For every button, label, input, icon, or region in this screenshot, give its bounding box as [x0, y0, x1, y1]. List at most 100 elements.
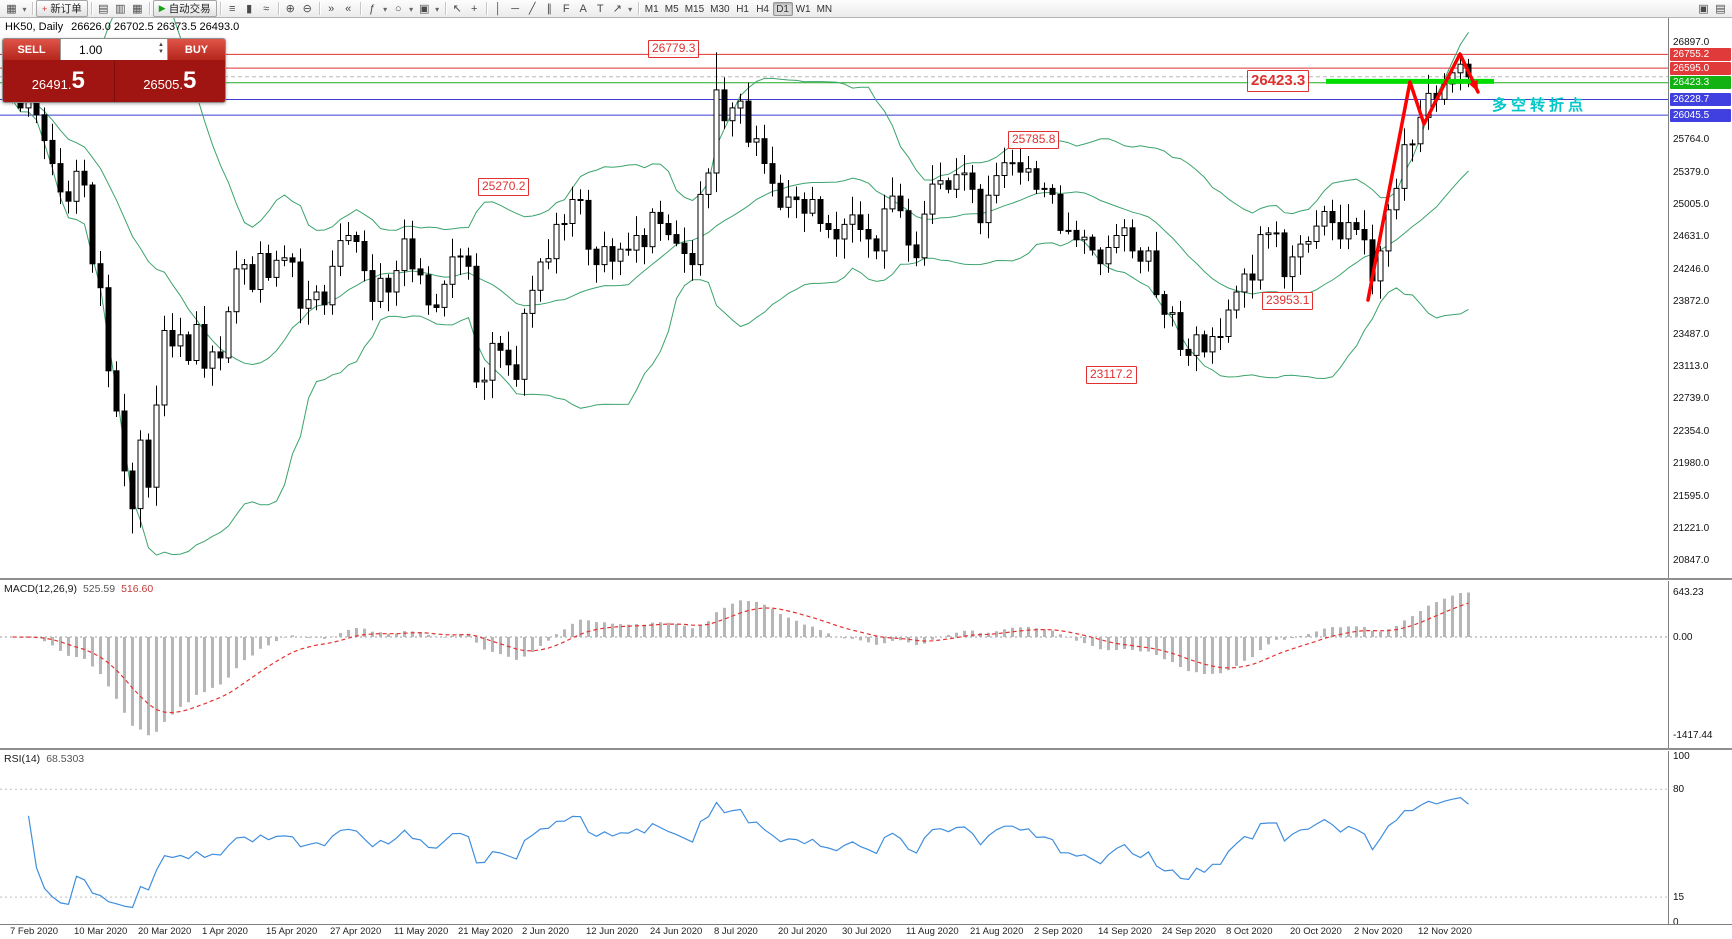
vertical-line-icon[interactable]: │ [494, 3, 502, 15]
crosshair-icon[interactable]: + [470, 3, 478, 15]
templates-icon[interactable]: ▣ [418, 3, 430, 15]
price-tick-label: 23872.0 [1673, 296, 1710, 308]
volume-value: 1.00 [79, 42, 103, 57]
macd-canvas [0, 592, 1668, 736]
indicators-icon[interactable]: ƒ [369, 3, 376, 15]
autotrading-button-label: 自动交易 [168, 3, 211, 15]
objects-dropdown-icon[interactable]: ▾ [628, 5, 633, 14]
fullscreen-icon[interactable]: ▣ [1698, 3, 1709, 15]
panel-separator[interactable] [0, 748, 1732, 751]
timeframe-m5[interactable]: M5 [664, 3, 679, 15]
rsi-line [27, 797, 1469, 909]
auto-scroll-icon[interactable]: » [328, 3, 335, 15]
ask-price[interactable]: 26505. 5 [115, 60, 226, 102]
price-tick-label: 25379.0 [1673, 167, 1710, 179]
trendline-icon[interactable]: ╱ [528, 3, 536, 15]
zoom-out-icon[interactable]: ⊖ [302, 3, 312, 15]
text-label-icon[interactable]: T [596, 3, 604, 15]
chart-shift-icon[interactable]: « [345, 3, 352, 15]
macd-signal-line [12, 602, 1469, 714]
new-order-button[interactable]: + 新订单 [36, 0, 88, 17]
spinner-down-icon[interactable]: ▼ [158, 49, 164, 55]
bar-chart-icon[interactable]: ≡ [228, 3, 236, 15]
price-callout[interactable]: 26423.3 [1247, 70, 1310, 92]
price-tick-label: 20847.0 [1673, 555, 1710, 567]
price-tick-label: 24631.0 [1673, 231, 1710, 243]
rsi-axis-label: 15 [1673, 892, 1685, 904]
bollinger-lower-band [12, 99, 1469, 556]
rsi-name: RSI(14) [4, 753, 41, 765]
toolbar: ▦ ▾ + 新订单 ▤ ▥ ▦ ▶ 自动交易 ≡ ▮ ≈ ⊕ ⊖ » « ƒ ▾ ○ ▾ ▣ ▾ ↖ + │ ─ ╱ ∥ F A T ↗ ▾ M1… [0, 0, 1732, 18]
toolbar-separator [90, 2, 92, 15]
time-tick-label: 20 Oct 2020 [1290, 926, 1342, 937]
price-callout[interactable]: 25270.2 [478, 178, 530, 196]
profiles-icon[interactable]: ▤ [98, 3, 109, 15]
periods-icon[interactable]: ○ [394, 3, 402, 15]
symbol-ohlc: HK50, Daily 26626.0 26702.5 26373.5 26493… [5, 21, 239, 33]
macd-histogram [19, 592, 1470, 736]
price-chart-canvas[interactable] [0, 18, 1668, 578]
line-chart-icon[interactable]: ≈ [263, 3, 270, 15]
turning-point-annotation[interactable]: 多空转折点 [1492, 97, 1588, 114]
toolbar-separator [359, 2, 361, 15]
time-tick-label: 11 May 2020 [394, 926, 449, 937]
time-tick-label: 2 Sep 2020 [1034, 926, 1083, 937]
time-tick-label: 24 Jun 2020 [650, 926, 703, 937]
spinner-up-icon[interactable]: ▲ [158, 42, 164, 48]
fibonacci-icon[interactable]: F [562, 3, 570, 15]
cursor-icon[interactable]: ↖ [452, 3, 462, 15]
price-tag: 26595.0 [1670, 61, 1731, 75]
timeframe-h4[interactable]: H4 [756, 3, 769, 15]
tile-windows-icon[interactable]: ▥ [115, 3, 126, 15]
timeframe-mn[interactable]: MN [816, 3, 833, 15]
price-tick-label: 23113.0 [1673, 361, 1709, 373]
timeframe-m15[interactable]: M15 [684, 3, 705, 15]
price-tag: 26423.3 [1670, 76, 1731, 90]
timeframe-m1[interactable]: M1 [644, 3, 659, 15]
new-chart-dropdown-icon[interactable]: ▾ [22, 5, 27, 14]
periods-dropdown-icon[interactable]: ▾ [409, 5, 414, 14]
macd-main-value: 525.59 [82, 583, 116, 595]
horizontal-line-icon[interactable]: ─ [511, 3, 520, 15]
candlestick-chart-icon[interactable]: ▮ [246, 3, 253, 15]
rsi-label: RSI(14) 68.5303 [4, 753, 84, 765]
rsi-value: 68.5303 [46, 753, 85, 765]
rsi-panel[interactable]: RSI(14) 68.5303 [0, 750, 1732, 924]
timeframe-m30[interactable]: M30 [710, 3, 730, 15]
bid-price[interactable]: 26491. 5 [3, 60, 114, 102]
timeframe-w1[interactable]: W1 [795, 3, 811, 15]
zoom-in-icon[interactable]: ⊕ [285, 3, 295, 15]
timeframe-h1[interactable]: H1 [736, 3, 749, 15]
arrows-icon[interactable]: ↗ [612, 3, 622, 15]
panel-separator[interactable] [0, 578, 1732, 581]
price-callout[interactable]: 26779.3 [648, 40, 700, 58]
text-icon[interactable]: A [579, 3, 587, 15]
templates-dropdown-icon[interactable]: ▾ [435, 5, 440, 14]
sell-button[interactable]: SELL [3, 39, 60, 60]
price-callout[interactable]: 23953.1 [1262, 292, 1314, 310]
buy-button[interactable]: BUY [168, 39, 225, 60]
price-chart-panel[interactable]: HK50, Daily 26626.0 26702.5 26373.5 26493… [0, 18, 1732, 578]
volume-spinner[interactable]: ▲ ▼ [158, 42, 164, 56]
new-order-button-label: 新订单 [50, 3, 82, 15]
bid-main-digits: 26491. [31, 77, 72, 92]
channel-icon[interactable]: ∥ [546, 3, 552, 15]
time-tick-label: 7 Feb 2020 [10, 926, 59, 937]
macd-panel[interactable]: MACD(12,26,9) 525.59 516.60 [0, 580, 1732, 748]
rsi-canvas [0, 788, 1668, 909]
terminal-window-icon[interactable]: ▦ [132, 3, 143, 15]
trend-arrow[interactable] [1366, 52, 1480, 302]
time-tick-label: 20 Jul 2020 [778, 926, 828, 937]
price-callout[interactable]: 25785.8 [1008, 131, 1060, 149]
new-chart-icon[interactable]: ▦ [6, 3, 17, 15]
time-tick-label: 8 Oct 2020 [1226, 926, 1273, 937]
price-tag: 26755.2 [1670, 47, 1731, 61]
price-callout[interactable]: 23117.2 [1086, 366, 1137, 384]
indicators-dropdown-icon[interactable]: ▾ [383, 5, 388, 14]
rsi-axis-label: 100 [1673, 751, 1690, 762]
volume-input[interactable]: 1.00 ▲ ▼ [60, 39, 168, 60]
autotrading-button[interactable]: ▶ 自动交易 [152, 0, 217, 17]
properties-icon[interactable]: ▤ [1715, 3, 1726, 15]
timeframe-d1[interactable]: D1 [772, 1, 793, 16]
